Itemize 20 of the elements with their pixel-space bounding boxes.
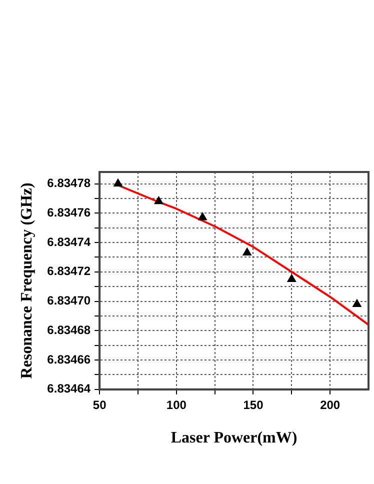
point [198,212,207,220]
y-tick-label: 6.83466 [47,352,91,366]
y-tick-label: 6.83464 [47,382,91,396]
point [287,274,296,282]
x-tick-label: 100 [166,398,187,412]
y-tick-label: 6.83472 [47,264,91,278]
y-tick-label: 6.83474 [47,234,91,249]
point [242,248,252,256]
y-tick-label: 6.83476 [47,205,91,220]
x-tick-label: 50 [92,398,107,412]
y-axis-title: Resonance Frequency (GHz) [18,182,36,379]
x-axis-title: Laser Power(mW) [170,430,298,447]
point [154,196,164,204]
y-tick-label: 6.83470 [47,294,91,308]
x-tick-label: 200 [320,398,340,412]
point [352,299,362,307]
point [114,178,122,186]
y-tick-label: 6.83468 [47,322,91,337]
x-tick-label: 150 [243,398,264,412]
y-tick-label: 6.83478 [47,176,91,190]
